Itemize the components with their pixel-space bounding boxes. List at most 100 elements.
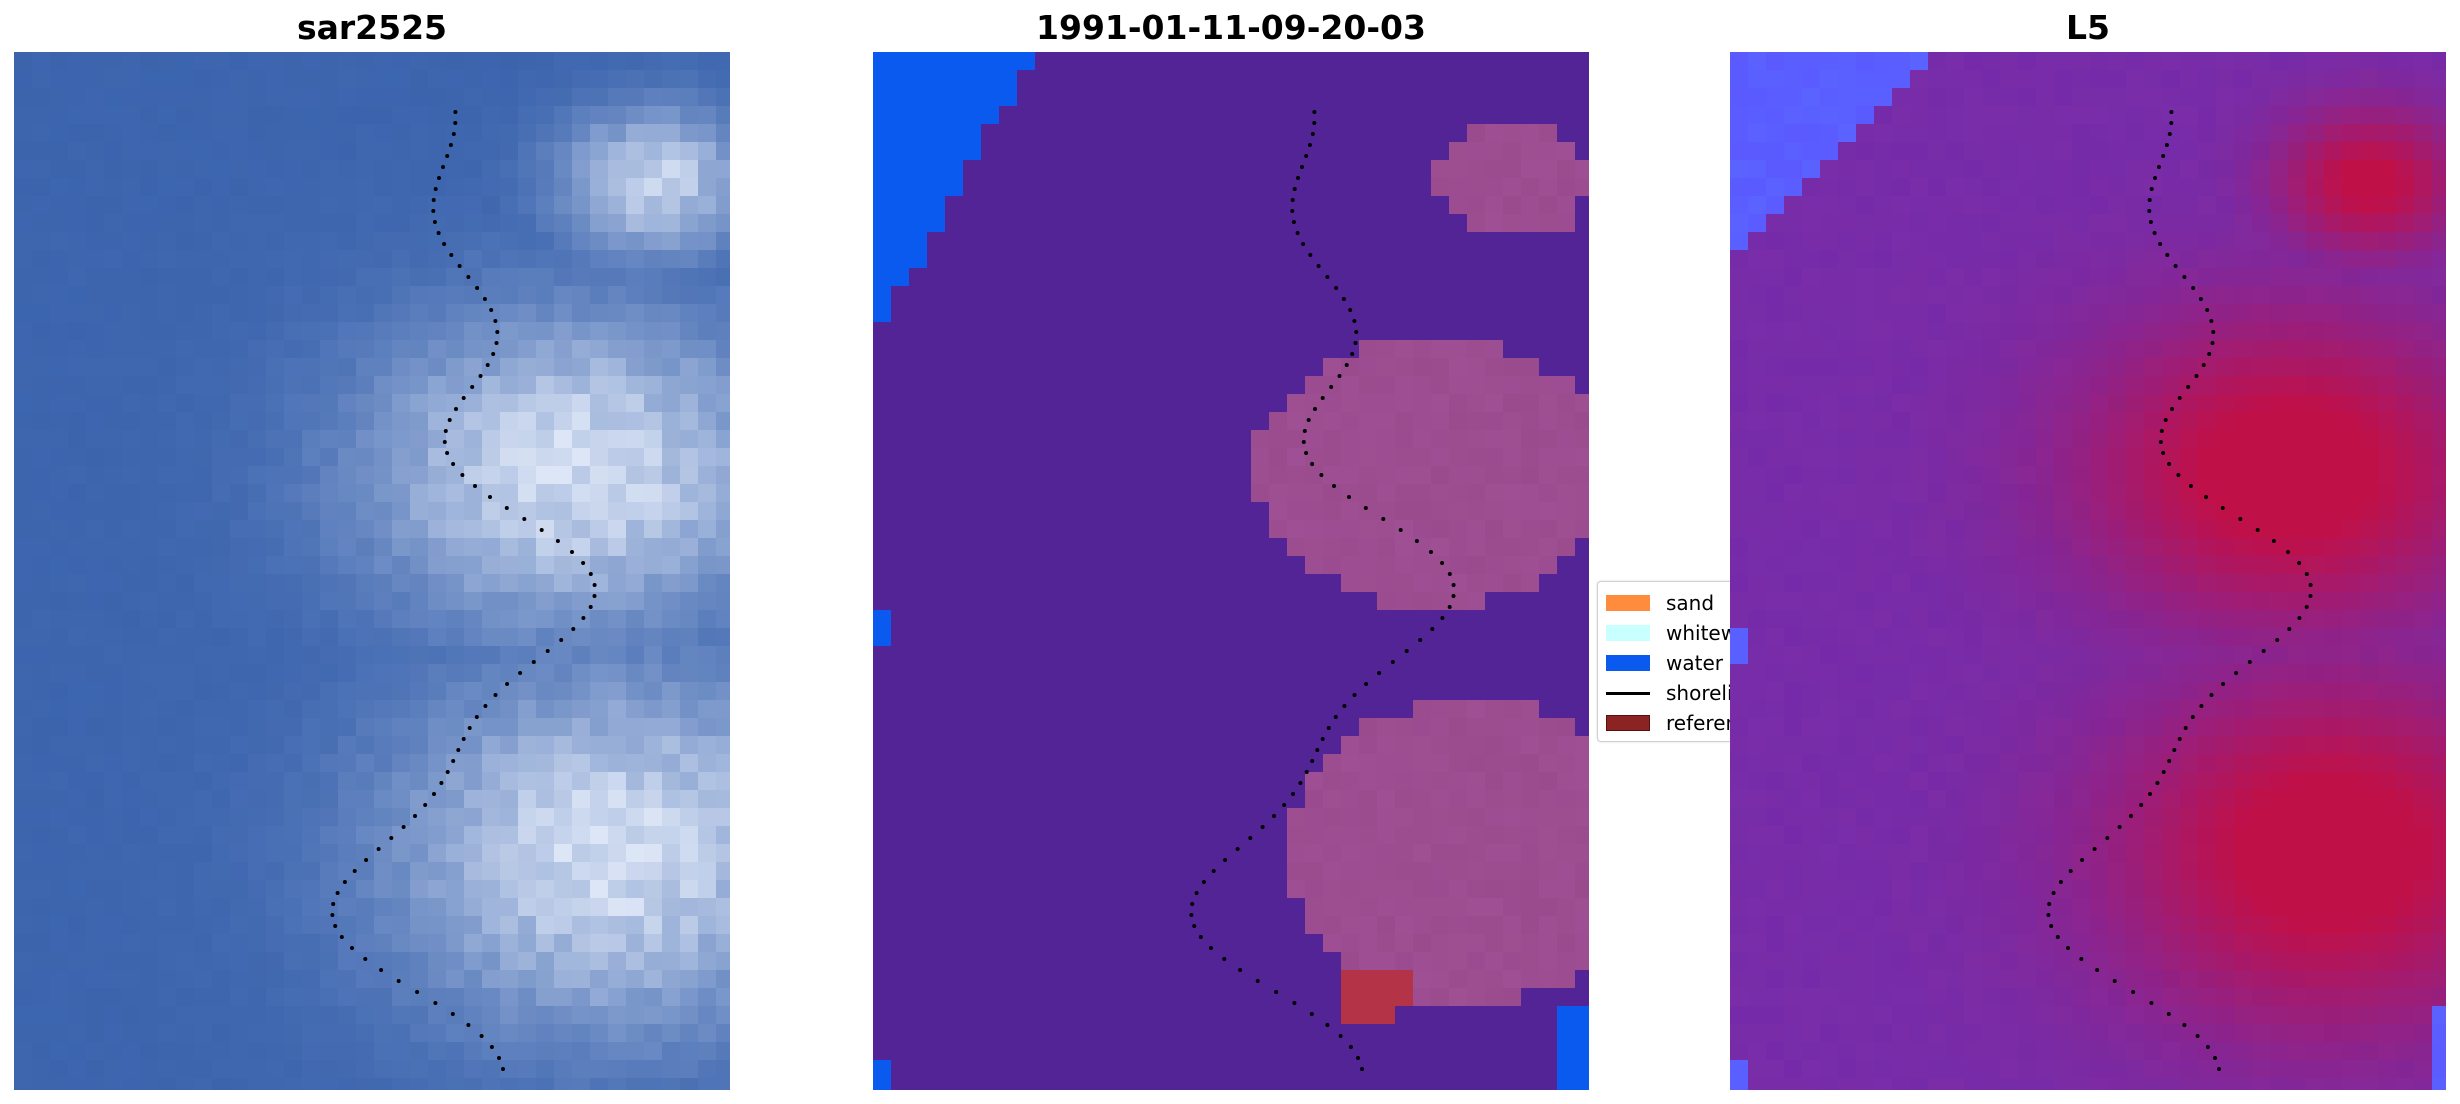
shoreline-dot [2159,429,2164,433]
shoreline-dot [2201,363,2206,367]
shoreline-dot [2046,913,2051,917]
shoreline-dot [2255,528,2260,532]
shoreline-dot [2163,418,2168,422]
panel-title-classified: 1991-01-11-09-20-03 [1036,8,1426,47]
shoreline-dot [1326,726,1331,730]
shoreline-dot [1211,869,1216,873]
shoreline-dot [504,506,509,510]
shoreline-dot [478,374,483,378]
shoreline-dot [433,187,438,191]
shoreline-dot [491,352,496,356]
shoreline-dot [335,891,340,895]
shoreline-dot [1320,737,1325,741]
shoreline-dot [439,781,444,785]
shoreline-dot [2047,902,2052,906]
shoreline-dot [333,924,338,928]
shoreline-dot [1316,264,1321,268]
shoreline-dot [443,429,448,433]
shoreline-dot [531,660,536,664]
shoreline-dot [2169,121,2174,125]
shoreline-dot [1354,330,1359,334]
shoreline-dot [2271,539,2276,543]
shoreline-dot [1290,209,1295,213]
shoreline-dot [489,1045,494,1049]
shoreline-dot [505,682,510,686]
shoreline-dot [1198,935,1203,939]
shoreline-dot [1190,902,1195,906]
legend-label-shoreline: shoreline [1666,681,1738,705]
shoreline-dot [1352,693,1357,697]
shoreline-dot [501,1067,505,1071]
shoreline-dot [2147,198,2152,202]
shoreline-dot [456,748,461,752]
shoreline-dot [2080,858,2085,862]
shoreline-dot [518,671,523,675]
shoreline-dot [1223,858,1228,862]
shoreline-dot [1304,451,1309,455]
shoreline-dot [441,165,445,169]
shoreline-dot [1329,385,1334,389]
shoreline-dot [2169,110,2174,114]
legend-item-reference: reference [1606,711,1738,735]
shoreline-dot [2095,968,2100,972]
shoreline-dot [1295,231,1300,235]
shoreline-dot [433,1001,438,1005]
shoreline-dot [559,638,564,642]
shoreline-dot [1430,627,1435,631]
shoreline-dot [453,121,458,125]
shoreline-dot [1447,605,1452,609]
legend-swatch-water [1606,655,1650,671]
shoreline-dot [1272,814,1276,818]
shoreline-dot [2158,440,2163,444]
shoreline-dot [2079,957,2084,961]
shoreline-dot [2112,979,2117,983]
legend-swatch-whitewater [1606,625,1650,641]
shoreline-dot [2117,825,2122,829]
shoreline-dot [451,759,456,763]
shoreline-dot [2247,660,2252,664]
shoreline-dot [497,1056,501,1060]
shoreline-dot [457,264,462,268]
shoreline-dot [1304,770,1309,774]
legend-swatch-sand [1606,595,1650,611]
shoreline-dot [451,132,456,136]
shoreline-dot [1440,561,1445,565]
shoreline-dot [1447,572,1452,576]
shoreline-dot [1292,187,1297,191]
shoreline-dot [447,418,452,422]
shoreline-dot [2173,264,2178,268]
shoreline-dot [1414,539,1419,543]
shoreline-dot [2177,737,2182,741]
shoreline-dot [592,583,597,587]
shoreline-dot [1209,946,1213,950]
shoreline-dot [2182,1023,2187,1027]
shoreline-dot [2131,990,2136,994]
shoreline-dot [2058,880,2063,884]
shoreline-dot [413,814,417,818]
legend-item-water: water [1606,651,1723,675]
shoreline-dot [2165,253,2170,257]
shoreline-dot [2189,484,2193,488]
shoreline-dot [2183,726,2188,730]
shoreline-dot [2308,583,2313,587]
shoreline-dot [1352,319,1357,323]
shoreline-dot [2161,154,2166,158]
shoreline-dot [2051,891,2056,895]
shoreline-dot [350,946,354,950]
shoreline-dot [555,539,560,543]
shoreline-dot [1334,286,1339,290]
shoreline-dot [2170,407,2174,411]
shoreline-dot [1194,891,1199,895]
shoreline-dot [2158,242,2163,246]
shoreline-dot [1310,132,1315,136]
shoreline-dot [2167,462,2172,466]
shoreline-dot [437,176,441,180]
shoreline-dot [1290,198,1295,202]
shoreline-dot [493,693,498,697]
shoreline-dot [1222,957,1227,961]
shoreline-dot [570,550,574,554]
shoreline-dot [1300,165,1304,169]
shoreline-dot [1308,253,1313,257]
shoreline-dot [364,858,369,862]
shoreline-dot [1319,473,1324,477]
